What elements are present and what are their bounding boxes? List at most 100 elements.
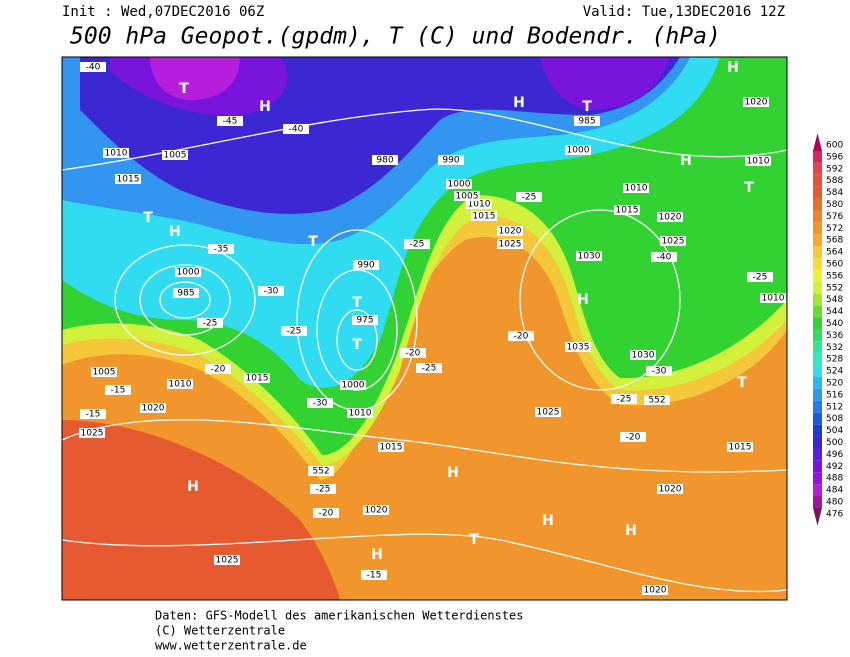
contour-label: 1000 <box>177 268 200 278</box>
pressure-center: T <box>737 375 747 391</box>
map-frame <box>61 56 788 601</box>
label-box <box>378 442 404 452</box>
label-box <box>258 286 284 296</box>
contour-label: 1020 <box>142 404 165 414</box>
colorbar-swatch <box>813 222 822 235</box>
contour-label: 1000 <box>567 146 590 156</box>
label-box <box>416 363 442 373</box>
label-box <box>576 251 602 261</box>
colorbar-label: 548 <box>826 295 843 305</box>
pressure-center: T <box>143 210 153 226</box>
contour-label: -25 <box>316 485 331 495</box>
colorbar-swatch <box>813 133 822 151</box>
contour-label: 1010 <box>468 200 491 210</box>
contour-label: -15 <box>111 386 126 396</box>
pressure-center: T <box>744 180 754 196</box>
colorbar-label: 580 <box>826 200 843 210</box>
label-box <box>454 191 480 201</box>
pressure-center: H <box>169 224 181 240</box>
label-box <box>244 373 270 383</box>
colorbar-swatch <box>813 234 822 247</box>
colorbar-label: 576 <box>826 212 843 222</box>
contour-label: 1025 <box>499 240 522 250</box>
colorbar-swatch <box>813 258 822 270</box>
contour-label: -25 <box>422 364 437 374</box>
colorbar-swatch <box>813 400 822 413</box>
colorbar-swatch <box>813 496 822 508</box>
colorbar-label: 592 <box>826 164 843 174</box>
contour-label: 1010 <box>625 184 648 194</box>
pressure-center: T <box>179 81 189 97</box>
label-box <box>175 267 201 277</box>
colorbar-swatch <box>813 507 822 526</box>
colorbar-label: 492 <box>826 462 843 472</box>
contour-label: 1020 <box>745 98 768 108</box>
contour-label: 1025 <box>537 408 560 418</box>
colorbar-swatch <box>813 448 822 461</box>
colorbar-swatch <box>813 246 822 259</box>
contour-label: -35 <box>214 245 229 255</box>
label-box <box>347 408 373 418</box>
contour-label: 1020 <box>659 485 682 495</box>
contour-label: 1025 <box>216 556 239 566</box>
label-box <box>361 570 387 580</box>
label-box <box>657 484 683 494</box>
contour-label: -45 <box>223 117 238 127</box>
footer-source: Daten: GFS-Modell des amerikanischen Wet… <box>155 609 523 623</box>
label-box <box>642 585 668 595</box>
colorbar-label: 488 <box>826 474 843 484</box>
contour-label: -25 <box>617 395 632 405</box>
contour-label: -25 <box>753 273 768 283</box>
contour-label: 1015 <box>729 443 752 453</box>
label-box <box>91 367 117 377</box>
label-box <box>167 379 193 389</box>
contour-label: -30 <box>264 287 279 297</box>
colorbar-label: 588 <box>826 176 843 186</box>
contour-label: -20 <box>626 433 641 443</box>
contour-label: 1000 <box>448 180 471 190</box>
label-box <box>173 288 199 298</box>
map-title: 500 hPa Geopot.(gpdm), T (C) und Bodendr… <box>70 24 721 50</box>
label-box <box>205 364 231 374</box>
label-box <box>217 116 243 126</box>
contour-label: -40 <box>657 253 672 263</box>
label-box <box>497 239 523 249</box>
contour-label: 1020 <box>644 586 667 596</box>
pressure-center: T <box>352 337 362 353</box>
colorbar-label: 484 <box>826 486 843 496</box>
label-box <box>404 239 430 249</box>
colorbar-label: 544 <box>826 307 843 317</box>
label-box <box>340 380 366 390</box>
contour-label: 1010 <box>762 294 785 304</box>
colorbar-label: 516 <box>826 390 843 400</box>
label-box <box>620 432 646 442</box>
colorbar-label: 508 <box>826 414 843 424</box>
label-box <box>400 348 426 358</box>
label-box <box>727 442 753 452</box>
contour-label: 1025 <box>81 429 104 439</box>
contour-label: -30 <box>652 367 667 377</box>
label-box <box>565 342 591 352</box>
label-box <box>535 407 561 417</box>
pressure-center: H <box>259 99 271 115</box>
label-box <box>80 409 106 419</box>
label-box <box>353 260 379 270</box>
colorbar-swatch <box>813 293 822 306</box>
colorbar-label: 560 <box>826 260 843 270</box>
colorbar-label: 528 <box>826 355 843 365</box>
contour-label: -15 <box>86 410 101 420</box>
label-box <box>745 156 771 166</box>
pressure-center: H <box>371 547 383 563</box>
contour-label: -20 <box>514 332 529 342</box>
colorbar-label: 496 <box>826 450 843 460</box>
contour-label: -25 <box>287 327 302 337</box>
label-box <box>651 252 677 262</box>
label-box <box>105 385 131 395</box>
label-box <box>660 236 686 246</box>
contour-label: 1015 <box>473 212 496 222</box>
label-box <box>310 484 336 494</box>
label-box <box>630 350 656 360</box>
contour-label: -30 <box>313 399 328 409</box>
label-box <box>103 148 129 158</box>
colorbar-label: 520 <box>826 379 843 389</box>
